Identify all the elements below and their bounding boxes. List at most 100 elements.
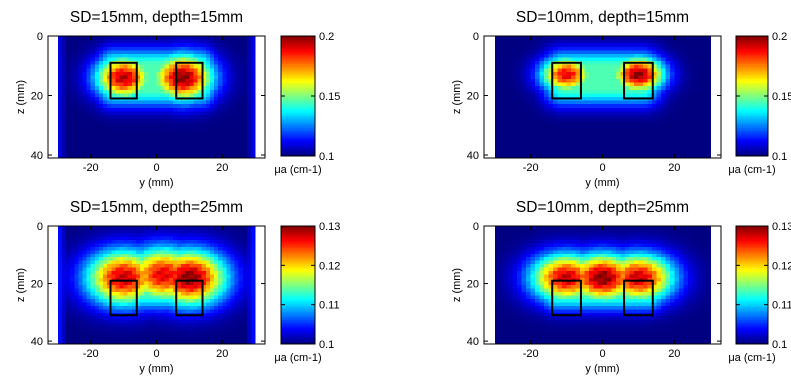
heatmap-cell <box>115 36 121 41</box>
heatmap-cell <box>57 93 63 98</box>
heatmap-cell <box>692 46 698 51</box>
heatmap-cell <box>205 89 211 95</box>
heatmap-cell <box>584 64 590 69</box>
heatmap-cell <box>226 285 232 290</box>
colorbar-swatch <box>736 47 768 50</box>
heatmap-cell <box>508 107 514 112</box>
heatmap-cell <box>584 93 590 98</box>
heatmap-cell <box>624 100 631 105</box>
heatmap-cell <box>115 295 121 300</box>
heatmap-cell <box>152 140 158 145</box>
heatmap-cell <box>189 337 195 342</box>
heatmap-cell <box>647 143 653 148</box>
heatmap-cell <box>70 239 75 244</box>
heatmap-cell <box>242 97 248 102</box>
heatmap-cell <box>674 125 680 130</box>
heatmap-cell <box>197 57 203 62</box>
heatmap-cell <box>164 93 170 98</box>
heatmap-cell <box>131 291 137 297</box>
heatmap-cell <box>107 154 112 159</box>
heatmap-cell <box>624 150 631 156</box>
heatmap-cell <box>683 39 689 44</box>
heatmap-cell <box>103 264 108 269</box>
heatmap-cell <box>172 316 178 321</box>
heatmap-cell <box>164 267 170 272</box>
colorbar-swatch <box>281 111 315 114</box>
heatmap-cell <box>571 104 577 109</box>
heatmap-cell <box>160 281 166 286</box>
heatmap-cell <box>242 71 248 77</box>
heatmap-cell <box>201 125 207 130</box>
heatmap-cell <box>598 100 604 105</box>
heatmap-cell <box>98 271 104 276</box>
heatmap-cell <box>660 100 666 105</box>
heatmap-cell <box>119 89 125 95</box>
heatmap-cell <box>94 285 100 290</box>
heatmap-cell <box>226 239 232 244</box>
heatmap-cell <box>57 136 63 141</box>
heatmap-cell <box>562 140 568 145</box>
heatmap-cell <box>701 143 707 148</box>
heatmap-cell <box>548 118 554 123</box>
heatmap-cell <box>234 278 240 283</box>
heatmap-cell <box>705 50 711 55</box>
heatmap-cell <box>651 111 657 116</box>
heatmap-cell <box>611 50 617 55</box>
heatmap-cell <box>148 36 153 41</box>
heatmap-cell <box>66 243 71 248</box>
heatmap-cell <box>705 132 711 138</box>
heatmap-cell <box>152 229 158 234</box>
heatmap-cell <box>90 36 96 41</box>
heatmap-cell <box>696 143 702 148</box>
heatmap-cell <box>181 50 186 55</box>
heatmap-cell <box>674 75 680 80</box>
heatmap-cell <box>209 319 215 324</box>
heatmap-cell <box>61 323 67 328</box>
colorbar-swatch <box>281 82 315 86</box>
heatmap-cell <box>575 75 581 80</box>
heatmap-cell <box>135 79 141 84</box>
heatmap-cell <box>705 136 711 141</box>
heatmap-cell <box>638 89 644 95</box>
heatmap-cell <box>584 75 590 80</box>
heatmap-cell <box>164 79 170 84</box>
heatmap-cell <box>584 150 590 156</box>
heatmap-cell <box>61 100 67 105</box>
heatmap-cell <box>185 125 190 130</box>
heatmap-cell <box>575 107 581 112</box>
heatmap-cell <box>82 125 88 130</box>
heatmap-cell <box>201 68 207 73</box>
heatmap-cell <box>152 43 158 48</box>
heatmap-cell <box>242 129 248 134</box>
heatmap-cell <box>683 75 689 80</box>
heatmap-cell <box>152 68 158 73</box>
heatmap-cell <box>78 288 84 293</box>
heatmap-cell <box>103 107 108 112</box>
heatmap-cell <box>705 68 711 73</box>
heatmap-cell <box>185 89 190 95</box>
heatmap-cell <box>111 271 116 276</box>
heatmap-cell <box>566 71 572 77</box>
heatmap-cell <box>189 302 195 307</box>
heatmap-cell <box>218 100 223 105</box>
heatmap-cell <box>119 75 125 80</box>
heatmap-cell <box>103 36 108 41</box>
heatmap-cell <box>177 86 182 91</box>
heatmap-cell <box>503 71 509 77</box>
heatmap-cell <box>78 122 84 127</box>
heatmap-cell <box>251 57 256 62</box>
heatmap-cell <box>135 89 141 95</box>
heatmap-cell <box>86 129 92 134</box>
heatmap-cell <box>78 132 84 138</box>
heatmap-cell <box>593 75 599 80</box>
heatmap-cell <box>226 61 232 66</box>
heatmap-cell <box>234 61 240 66</box>
heatmap-cell <box>638 118 644 123</box>
heatmap-cell <box>160 305 166 310</box>
heatmap-cell <box>226 243 232 248</box>
heatmap-cell <box>517 46 523 51</box>
heatmap-cell <box>61 129 67 134</box>
heatmap-cell <box>160 298 166 303</box>
heatmap-cell <box>177 305 182 310</box>
heatmap-cell <box>111 295 116 300</box>
